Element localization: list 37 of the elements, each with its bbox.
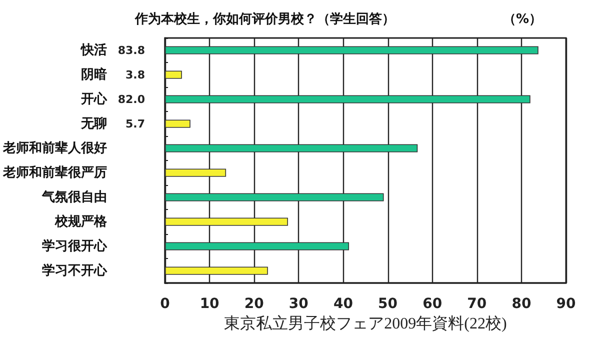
y-tick-label: 学习不开心 — [42, 262, 108, 278]
y-tick-label: 学习很开心 — [42, 238, 108, 254]
data-label: 83.8 — [118, 44, 145, 57]
chart-subtitle: （%） — [503, 12, 542, 27]
data-label: 3.8 — [126, 68, 145, 82]
x-tick-label: 90 — [556, 296, 576, 312]
chart-title: 作为本校生，你如何评价男校？（学生回答） — [134, 11, 395, 27]
x-tick-label: 80 — [512, 296, 532, 312]
bar — [165, 266, 268, 275]
bar — [165, 193, 384, 202]
data-label: 5.7 — [126, 117, 145, 130]
x-tick-label: 50 — [378, 296, 398, 312]
y-tick-label: 无聊 — [80, 116, 107, 132]
bar — [165, 168, 226, 177]
y-tick-label: 阴暗 — [81, 66, 107, 82]
x-tick-label: 20 — [244, 296, 264, 312]
y-tick-label: 老师和前辈人很好 — [2, 140, 107, 156]
y-tick-label: 校规严格 — [54, 213, 108, 230]
x-axis-title: 東京私立男子校フェア2009年資料(22校) — [224, 314, 507, 332]
x-tick-label: 0 — [160, 296, 170, 312]
bar — [165, 242, 350, 250]
x-tick-label: 30 — [288, 296, 309, 312]
y-tick-label: 快活 — [80, 42, 107, 58]
y-tick-label: 开心 — [80, 90, 108, 107]
bar — [165, 46, 538, 54]
x-tick-label: 70 — [467, 296, 487, 312]
y-tick-label: 气氛很自由 — [41, 190, 107, 205]
bar — [165, 95, 530, 104]
y-tick-label: 老师和前辈很严厉 — [2, 164, 107, 180]
bar — [165, 70, 182, 79]
bar — [165, 144, 418, 152]
x-tick-label: 10 — [200, 296, 220, 312]
bar — [165, 218, 288, 226]
data-label: 82.0 — [118, 92, 146, 106]
bar — [165, 120, 190, 128]
x-tick-label: 60 — [422, 296, 442, 312]
x-tick-label: 40 — [333, 296, 354, 312]
